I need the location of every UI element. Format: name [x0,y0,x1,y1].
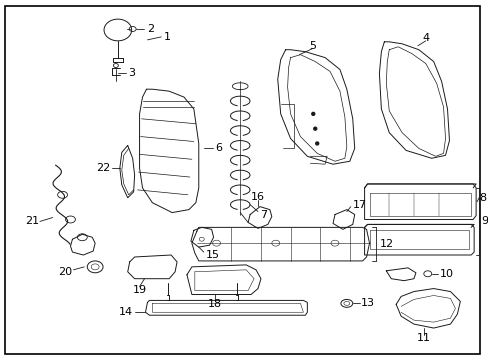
Text: 10: 10 [439,269,453,279]
Text: 13: 13 [360,298,374,309]
Text: 4: 4 [421,33,428,43]
Text: 1: 1 [164,32,171,42]
Circle shape [311,112,314,115]
Text: 7: 7 [260,210,266,220]
Text: 12: 12 [379,239,393,249]
Text: 2: 2 [147,24,154,34]
Text: 20: 20 [58,267,72,277]
Text: 9: 9 [480,216,487,226]
Text: 3: 3 [127,68,135,78]
Text: 15: 15 [205,250,219,260]
Text: 19: 19 [132,284,146,294]
Text: 21: 21 [25,216,39,226]
Text: 17: 17 [352,200,366,210]
Circle shape [313,127,316,130]
Text: 11: 11 [416,333,430,343]
Text: 6: 6 [215,143,222,153]
Text: 8: 8 [478,193,485,203]
Text: 18: 18 [207,300,221,309]
Circle shape [315,142,318,145]
Text: 16: 16 [250,192,264,202]
Text: 5: 5 [308,41,315,51]
Text: 14: 14 [118,307,132,317]
Text: 22: 22 [96,163,110,173]
